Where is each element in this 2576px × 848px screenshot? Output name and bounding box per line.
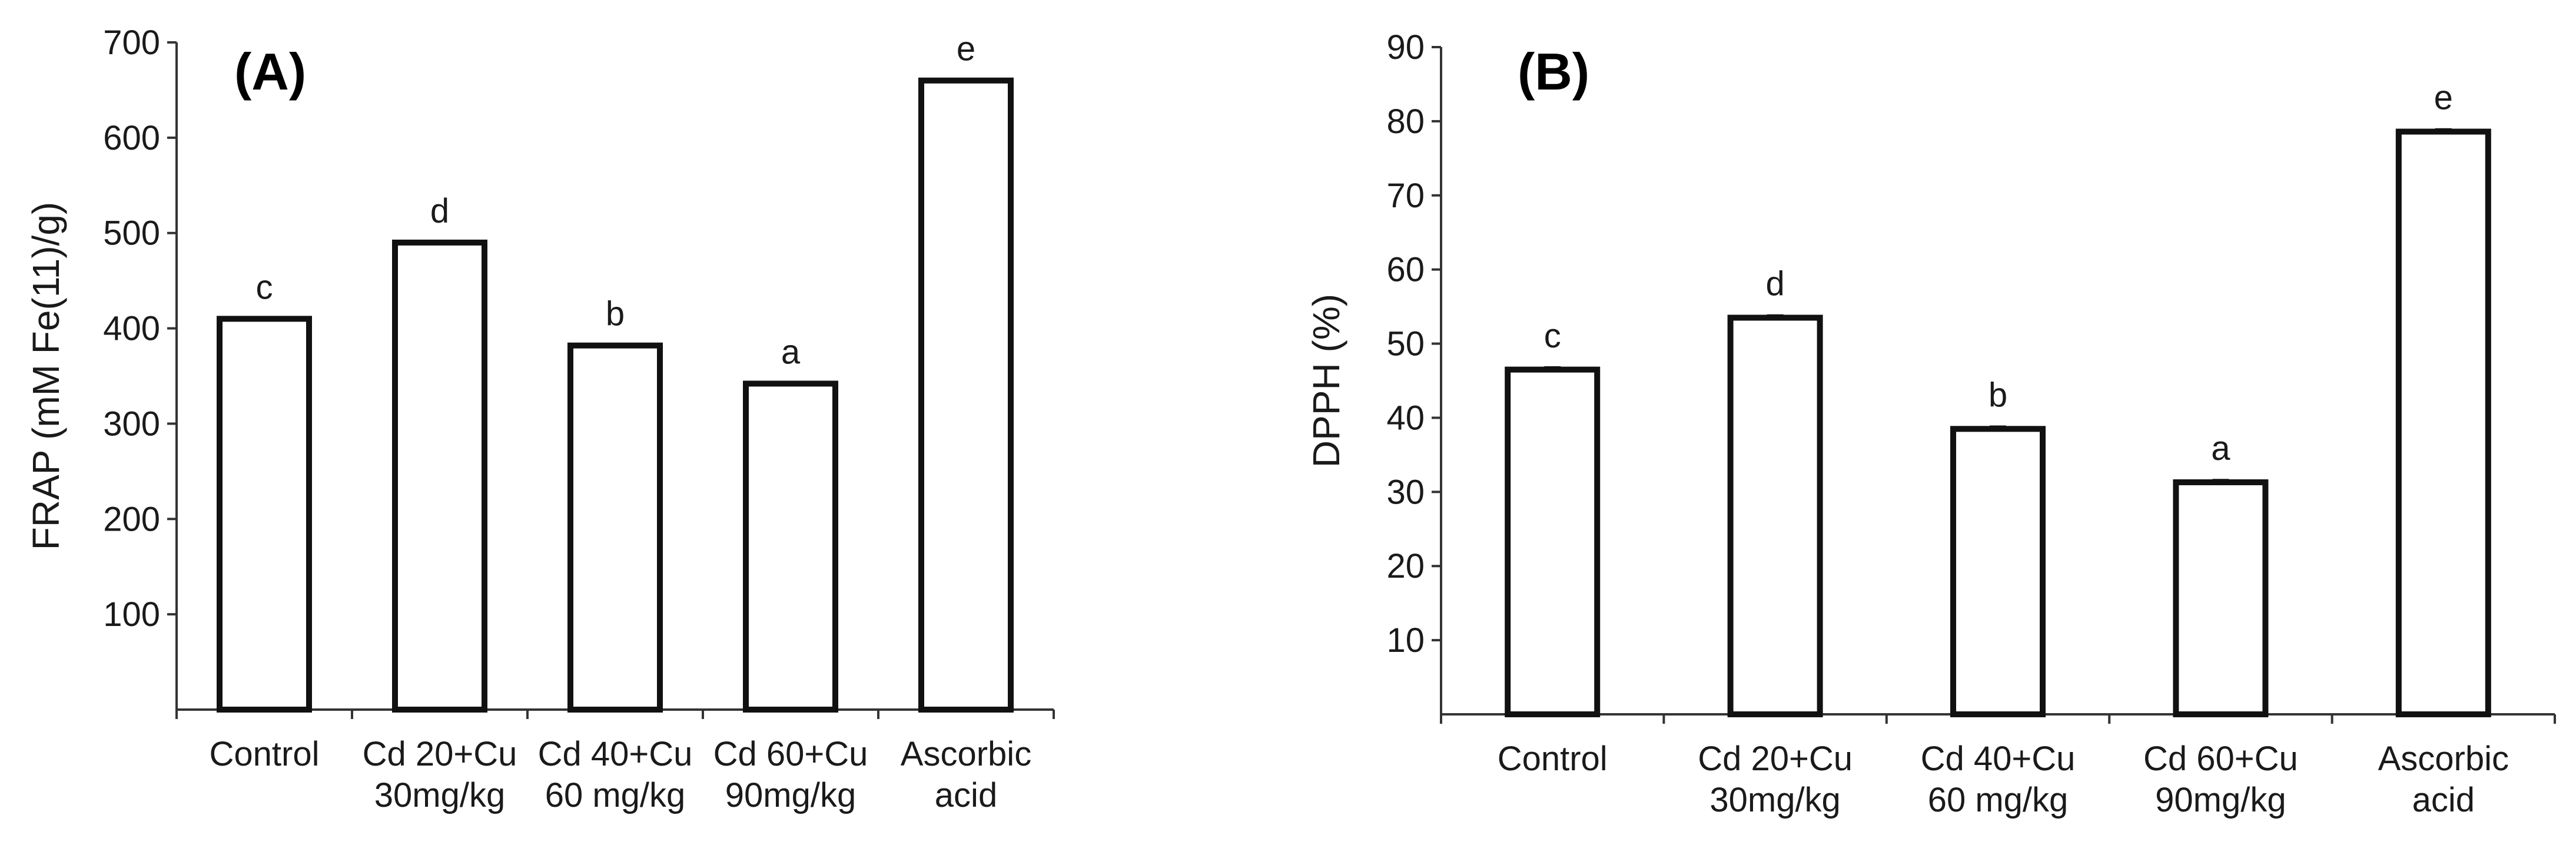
bar bbox=[918, 77, 1014, 713]
panel-b-dpph-chart: 10 20 30 40 50 60 70 80 90 c Control d Cd 20+Cu30mg/… bbox=[1305, 28, 2556, 819]
category-label: 30mg/kg bbox=[1709, 781, 1840, 819]
category-label: Control bbox=[1498, 740, 1608, 778]
y-tick-label: 50 bbox=[1386, 325, 1425, 363]
category-label: 30mg/kg bbox=[374, 776, 505, 814]
y-tick-label: 400 bbox=[103, 310, 160, 348]
significance-label: c bbox=[256, 268, 273, 306]
bar bbox=[567, 342, 663, 713]
significance-label: e bbox=[2434, 79, 2453, 117]
y-axis-title: FRAP (mM Fe(11)/g) bbox=[25, 202, 67, 550]
bar bbox=[217, 316, 312, 713]
category-label: Cd 40+Cu bbox=[1921, 740, 2076, 778]
bar bbox=[2173, 479, 2269, 717]
category-label: Cd 60+Cu bbox=[2143, 740, 2298, 778]
panel-title: (B) bbox=[1518, 42, 1589, 101]
panel-title: (A) bbox=[234, 42, 306, 101]
bar bbox=[2395, 128, 2491, 718]
significance-label: e bbox=[957, 30, 975, 68]
y-tick-label: 70 bbox=[1386, 177, 1425, 215]
category-label: 60 mg/kg bbox=[545, 776, 686, 814]
y-tick-label: 500 bbox=[103, 214, 160, 253]
y-tick-label: 60 bbox=[1386, 251, 1425, 289]
y-tick-label: 300 bbox=[103, 405, 160, 443]
category-label: Ascorbic bbox=[2378, 740, 2509, 778]
y-tick-label: 30 bbox=[1386, 473, 1425, 511]
category-label: 60 mg/kg bbox=[1928, 781, 2069, 819]
significance-label: b bbox=[606, 295, 625, 333]
category-label: Cd 20+Cu bbox=[1698, 740, 1853, 778]
significance-label: d bbox=[430, 192, 449, 230]
significance-label: c bbox=[1544, 317, 1561, 355]
significance-label: a bbox=[2211, 429, 2230, 468]
y-tick-label: 20 bbox=[1386, 547, 1425, 585]
y-tick-label: 200 bbox=[103, 500, 160, 538]
y-tick-label: 100 bbox=[103, 595, 160, 634]
panel-a-frap-chart: 100 200 300 400 500 600 700 c Control d Cd 20+Cu30… bbox=[25, 24, 1055, 814]
category-label: Control bbox=[210, 735, 320, 773]
y-tick-label: 700 bbox=[103, 24, 160, 62]
y-tick-label: 80 bbox=[1386, 102, 1425, 141]
category-label: acid bbox=[935, 776, 997, 814]
bar bbox=[1727, 314, 1823, 717]
bar bbox=[743, 380, 838, 713]
y-tick-label: 90 bbox=[1386, 28, 1425, 67]
category-label: 90mg/kg bbox=[2155, 781, 2286, 819]
category-label: Cd 20+Cu bbox=[363, 735, 517, 773]
bar bbox=[1505, 366, 1601, 717]
y-tick-label: 10 bbox=[1386, 621, 1425, 660]
significance-label: a bbox=[781, 333, 801, 371]
category-label: acid bbox=[2412, 781, 2475, 819]
y-tick-label: 600 bbox=[103, 119, 160, 157]
category-label: 90mg/kg bbox=[725, 776, 856, 814]
category-label: Cd 40+Cu bbox=[538, 735, 693, 773]
y-axis-title: DPPH (%) bbox=[1305, 294, 1347, 468]
bar bbox=[1950, 426, 2046, 717]
y-tick-label: 40 bbox=[1386, 399, 1425, 437]
category-label: Cd 60+Cu bbox=[713, 735, 868, 773]
bar bbox=[392, 239, 487, 713]
significance-label: b bbox=[1989, 376, 2007, 415]
significance-label: d bbox=[1765, 265, 1784, 303]
category-label: Ascorbic bbox=[901, 735, 1031, 773]
